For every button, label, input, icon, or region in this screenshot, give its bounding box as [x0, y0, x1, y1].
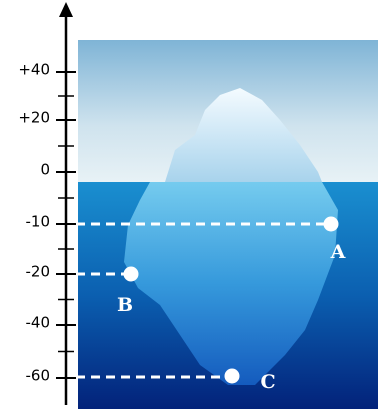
point-label: B — [117, 294, 133, 316]
tick-label: -10 — [26, 213, 51, 231]
point-label: A — [330, 241, 346, 263]
tick-label: +20 — [18, 109, 50, 127]
page: {"axis": {"ticks": ["+40", "+20", "0", "… — [0, 0, 378, 409]
point-label: C — [260, 371, 275, 393]
diagram: +40 +20 0 -10 -20 -40 -60 A B C — [0, 0, 378, 409]
axis-arrow — [59, 2, 73, 17]
point-a — [324, 217, 339, 232]
tick-label: -60 — [26, 367, 51, 385]
tick-label: -40 — [26, 314, 51, 332]
point-b — [124, 267, 139, 282]
point-c — [225, 369, 240, 384]
tick-label: +40 — [18, 61, 50, 79]
tick-label: 0 — [40, 161, 50, 179]
tick-label: -20 — [26, 263, 51, 281]
